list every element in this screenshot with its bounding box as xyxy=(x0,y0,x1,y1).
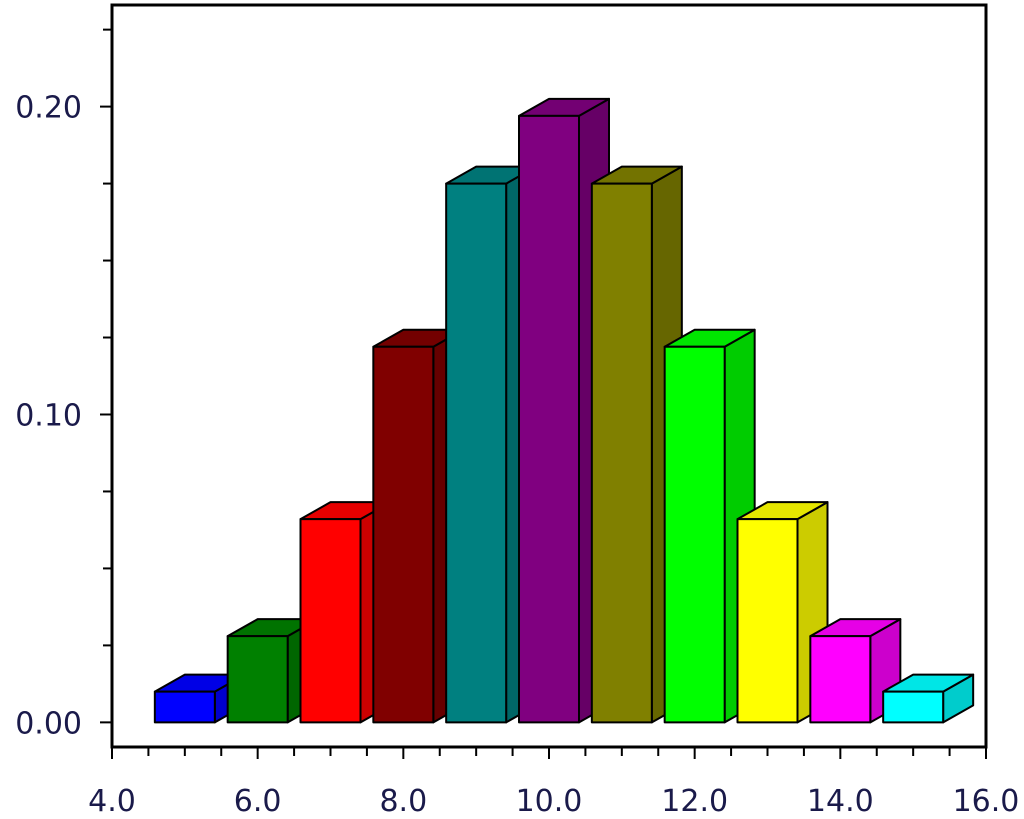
y-tick-label: 0.00 xyxy=(15,706,82,741)
x-tick-label: 6.0 xyxy=(234,784,282,819)
bar-front-face xyxy=(153,690,216,724)
x-tick-label: 14.0 xyxy=(807,784,874,819)
labels-layer: 4.0 6.0 8.0 10.0 12.0 14.0 16.0 0.00 0.10 0.20 xyxy=(15,91,1019,819)
bar-front-face xyxy=(882,690,945,724)
bar-front-face xyxy=(518,114,580,724)
bar xyxy=(809,618,902,724)
bar-front-face xyxy=(445,182,508,724)
bar-front-face xyxy=(226,635,289,724)
bar-front-face xyxy=(299,518,362,724)
bar xyxy=(882,673,975,724)
bar xyxy=(372,328,465,724)
bar-front-face xyxy=(736,518,799,724)
plot-frame xyxy=(110,3,988,749)
y-tick-label: 0.10 xyxy=(15,398,82,433)
x-tick-label: 4.0 xyxy=(88,784,136,819)
x-tick-label: 10.0 xyxy=(516,784,583,819)
bar-front-face xyxy=(590,182,653,724)
x-tick-label: 8.0 xyxy=(379,784,427,819)
x-tick-label: 12.0 xyxy=(661,784,728,819)
bar-front-face xyxy=(809,635,872,724)
y-tick-label: 0.20 xyxy=(15,91,82,126)
bar-front-face xyxy=(663,345,726,724)
x-tick-label: 16.0 xyxy=(953,784,1020,819)
bars-layer xyxy=(153,97,975,724)
bar-front-face xyxy=(372,345,435,724)
